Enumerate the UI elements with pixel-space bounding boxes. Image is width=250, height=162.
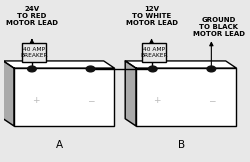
Text: GROUND
TO BLACK
MOTOR LEAD: GROUND TO BLACK MOTOR LEAD [192,17,244,37]
FancyBboxPatch shape [14,68,114,126]
Text: +: + [152,96,160,105]
Text: 24V
TO RED
MOTOR LEAD: 24V TO RED MOTOR LEAD [6,6,58,25]
Text: 40 AMP
BREAKER: 40 AMP BREAKER [20,47,48,58]
FancyBboxPatch shape [142,43,166,62]
Text: A: A [56,140,63,150]
Text: −: − [208,96,215,105]
Polygon shape [3,61,14,126]
Circle shape [28,66,36,72]
Text: 12V
TO WHITE
MOTOR LEAD: 12V TO WHITE MOTOR LEAD [126,6,178,25]
Circle shape [207,66,216,72]
FancyBboxPatch shape [22,43,46,62]
FancyBboxPatch shape [136,68,236,126]
Circle shape [148,66,157,72]
Polygon shape [3,61,114,68]
Polygon shape [125,61,136,126]
Polygon shape [125,61,236,68]
Text: B: B [178,140,185,150]
Text: −: − [87,96,94,105]
Circle shape [86,66,95,72]
Text: 40 AMP
BREAKER: 40 AMP BREAKER [140,47,168,58]
Text: +: + [32,96,39,105]
